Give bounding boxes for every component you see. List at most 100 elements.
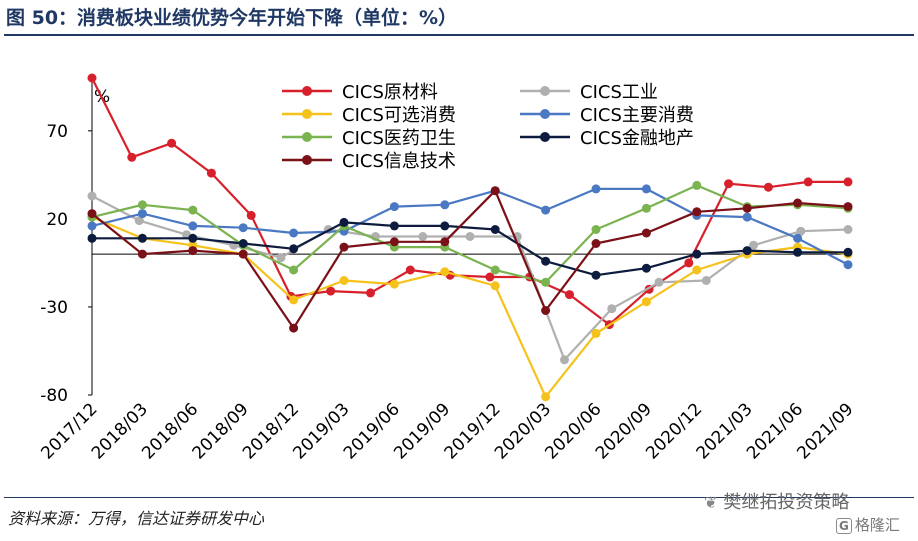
data-point bbox=[87, 209, 97, 219]
data-point bbox=[276, 253, 286, 263]
legend-label: CICS信息技术 bbox=[342, 151, 456, 172]
footer-divider bbox=[4, 497, 914, 498]
data-point bbox=[137, 249, 147, 259]
wechat-icon: ❦ bbox=[704, 493, 718, 512]
legend-marker bbox=[540, 86, 550, 96]
data-point bbox=[541, 392, 551, 402]
data-point bbox=[188, 246, 198, 256]
data-point bbox=[326, 286, 336, 296]
y-tick-label: 70 bbox=[46, 122, 68, 142]
legend-label: CICS主要消费 bbox=[580, 105, 694, 126]
data-point bbox=[641, 263, 651, 273]
data-point bbox=[793, 247, 803, 257]
data-point bbox=[490, 225, 500, 234]
y-tick-label: 20 bbox=[46, 210, 68, 230]
data-point bbox=[742, 203, 752, 213]
data-point bbox=[843, 225, 853, 234]
data-point bbox=[692, 265, 702, 275]
data-point bbox=[440, 221, 450, 231]
data-point bbox=[440, 237, 450, 247]
data-point bbox=[167, 138, 177, 148]
source-note: 资料来源：万得，信达证券研发中心 bbox=[8, 509, 265, 528]
title-divider bbox=[4, 34, 914, 36]
data-point bbox=[796, 226, 806, 236]
legend-label: CICS原材料 bbox=[342, 82, 438, 103]
data-point bbox=[389, 279, 399, 289]
series-line bbox=[92, 221, 848, 277]
data-point bbox=[87, 233, 97, 243]
data-point bbox=[246, 210, 256, 220]
data-point bbox=[389, 202, 399, 212]
data-point bbox=[440, 200, 450, 210]
legend-label: CICS可选消费 bbox=[342, 105, 456, 126]
legend-marker bbox=[302, 132, 312, 142]
data-point bbox=[654, 277, 664, 287]
legend-marker bbox=[302, 155, 312, 165]
legend-label: CICS金融地产 bbox=[580, 128, 694, 149]
data-point bbox=[793, 198, 803, 208]
data-point bbox=[188, 221, 198, 231]
chart-title: 图 50：消费板块业绩优势今年开始下降（单位：%） bbox=[6, 7, 458, 29]
data-point bbox=[591, 184, 601, 194]
data-point bbox=[440, 267, 450, 277]
data-point bbox=[87, 191, 97, 201]
data-point bbox=[188, 233, 198, 243]
data-point bbox=[87, 73, 97, 83]
x-tick-label: 2021/09 bbox=[793, 399, 857, 463]
data-point bbox=[238, 249, 248, 259]
data-point bbox=[843, 177, 853, 187]
data-point bbox=[541, 277, 551, 287]
y-tick-label: -30 bbox=[40, 298, 68, 318]
data-point bbox=[289, 244, 299, 254]
series-line bbox=[91, 189, 849, 330]
legend-marker bbox=[302, 109, 312, 119]
data-point bbox=[607, 304, 617, 314]
data-point bbox=[289, 323, 299, 333]
data-point bbox=[490, 281, 500, 291]
watermark-text: 樊继拓投资策略 bbox=[723, 492, 850, 513]
data-point bbox=[742, 246, 752, 256]
data-point bbox=[793, 233, 803, 243]
data-point bbox=[843, 260, 853, 270]
data-point bbox=[134, 216, 144, 226]
data-point bbox=[803, 177, 813, 187]
data-point bbox=[763, 182, 773, 192]
data-point bbox=[238, 223, 248, 233]
data-point bbox=[641, 184, 651, 194]
data-point bbox=[339, 276, 349, 285]
data-point bbox=[389, 221, 399, 231]
data-point bbox=[418, 232, 428, 241]
data-point bbox=[684, 258, 694, 268]
data-point bbox=[465, 232, 475, 241]
data-point bbox=[692, 207, 702, 217]
data-point bbox=[137, 200, 147, 210]
data-point bbox=[641, 203, 651, 213]
data-point bbox=[366, 288, 375, 298]
legend-label: CICS工业 bbox=[580, 82, 658, 103]
data-point bbox=[692, 180, 702, 190]
legend-label: CICS医药卫生 bbox=[342, 128, 456, 149]
data-point bbox=[405, 265, 415, 275]
logo: G 格隆汇 bbox=[836, 514, 900, 535]
data-point bbox=[541, 205, 551, 215]
y-tick-label: -80 bbox=[40, 386, 68, 406]
data-point bbox=[641, 297, 651, 307]
logo-icon: G bbox=[836, 518, 852, 534]
data-point bbox=[485, 272, 495, 282]
data-point bbox=[541, 306, 551, 315]
data-point bbox=[724, 179, 734, 189]
data-point bbox=[692, 249, 702, 259]
data-point bbox=[541, 256, 551, 266]
data-point bbox=[238, 239, 248, 248]
data-point bbox=[289, 228, 299, 238]
data-point bbox=[188, 205, 198, 215]
data-point bbox=[591, 225, 601, 234]
data-point bbox=[137, 233, 147, 243]
data-point bbox=[701, 276, 711, 285]
data-point bbox=[339, 217, 349, 227]
watermark: ❦ 樊继拓投资策略 bbox=[704, 488, 849, 514]
data-point bbox=[843, 202, 853, 212]
data-point bbox=[87, 221, 97, 231]
data-point bbox=[289, 265, 299, 275]
